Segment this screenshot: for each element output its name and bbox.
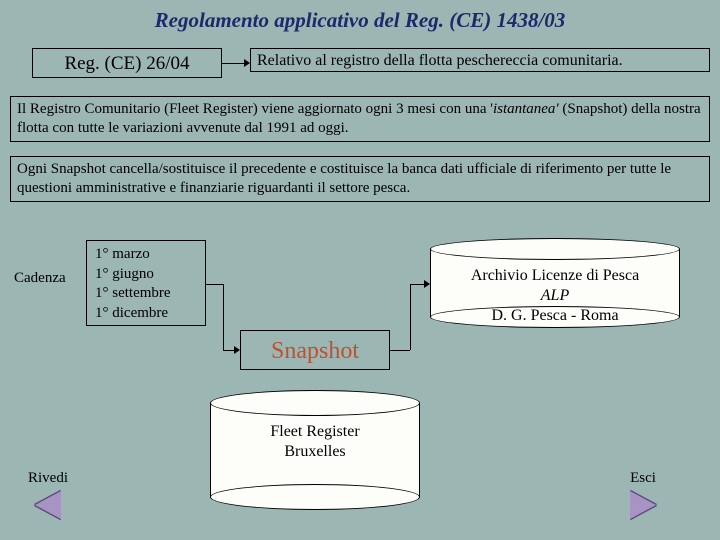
connector-line [390, 350, 410, 351]
archivio-cylinder-line: D. G. Pesca - Roma [430, 306, 680, 326]
para1-box: Il Registro Comunitario (Fleet Register)… [10, 96, 710, 142]
connector-line [410, 284, 424, 285]
para2-box: Ogni Snapshot cancella/sostituisce il pr… [10, 156, 710, 202]
fleet-cylinder: Fleet RegisterBruxelles [210, 390, 420, 510]
nav-next-button[interactable]: Esci [630, 470, 656, 519]
cadenza-item: 1° dicembre [95, 304, 197, 324]
fleet-cylinder-line: Fleet Register [210, 422, 420, 442]
fleet-cylinder-top [210, 390, 420, 416]
nav-next-button-label: Esci [630, 470, 656, 487]
arrow-right-icon [424, 280, 430, 288]
fleet-cylinder-label: Fleet RegisterBruxelles [210, 422, 420, 462]
arrow-right-icon [244, 59, 250, 67]
cadenza-item: 1° marzo [95, 245, 197, 265]
connector-line [223, 284, 224, 350]
nav-prev-button[interactable]: Rivedi [28, 470, 68, 519]
fleet-cylinder-line: Bruxelles [210, 442, 420, 462]
connector-line [223, 350, 234, 351]
page-title: Regolamento applicativo del Reg. (CE) 14… [0, 8, 720, 33]
para1-b: istantanea' [493, 101, 559, 117]
cadenza-item: 1° settembre [95, 284, 197, 304]
connector-line [206, 284, 223, 285]
triangle-right-icon [630, 491, 656, 519]
fleet-cylinder-bottom [210, 484, 420, 510]
subtitle-box: Relativo al registro della flotta pesche… [250, 48, 710, 72]
archivio-cylinder-top [430, 238, 680, 260]
arrow-right-icon [234, 346, 240, 354]
archivio-cylinder: Archivio Licenze di PescaALPD. G. Pesca … [430, 238, 680, 328]
para1-a: Il Registro Comunitario (Fleet Register)… [17, 101, 493, 117]
reg-box: Reg. (CE) 26/04 [32, 48, 222, 78]
cadenza-item: 1° giugno [95, 265, 197, 285]
connector-line [222, 63, 245, 64]
archivio-cylinder-line: ALP [430, 286, 680, 306]
triangle-left-icon [35, 491, 61, 519]
cadenza-label: Cadenza [14, 270, 66, 287]
snapshot-box: Snapshot [240, 330, 390, 370]
connector-line [410, 284, 411, 350]
archivio-cylinder-label: Archivio Licenze di PescaALPD. G. Pesca … [430, 266, 680, 326]
cadenza-box: 1° marzo1° giugno1° settembre1° dicembre [86, 240, 206, 326]
archivio-cylinder-line: Archivio Licenze di Pesca [430, 266, 680, 286]
nav-prev-button-label: Rivedi [28, 470, 68, 487]
